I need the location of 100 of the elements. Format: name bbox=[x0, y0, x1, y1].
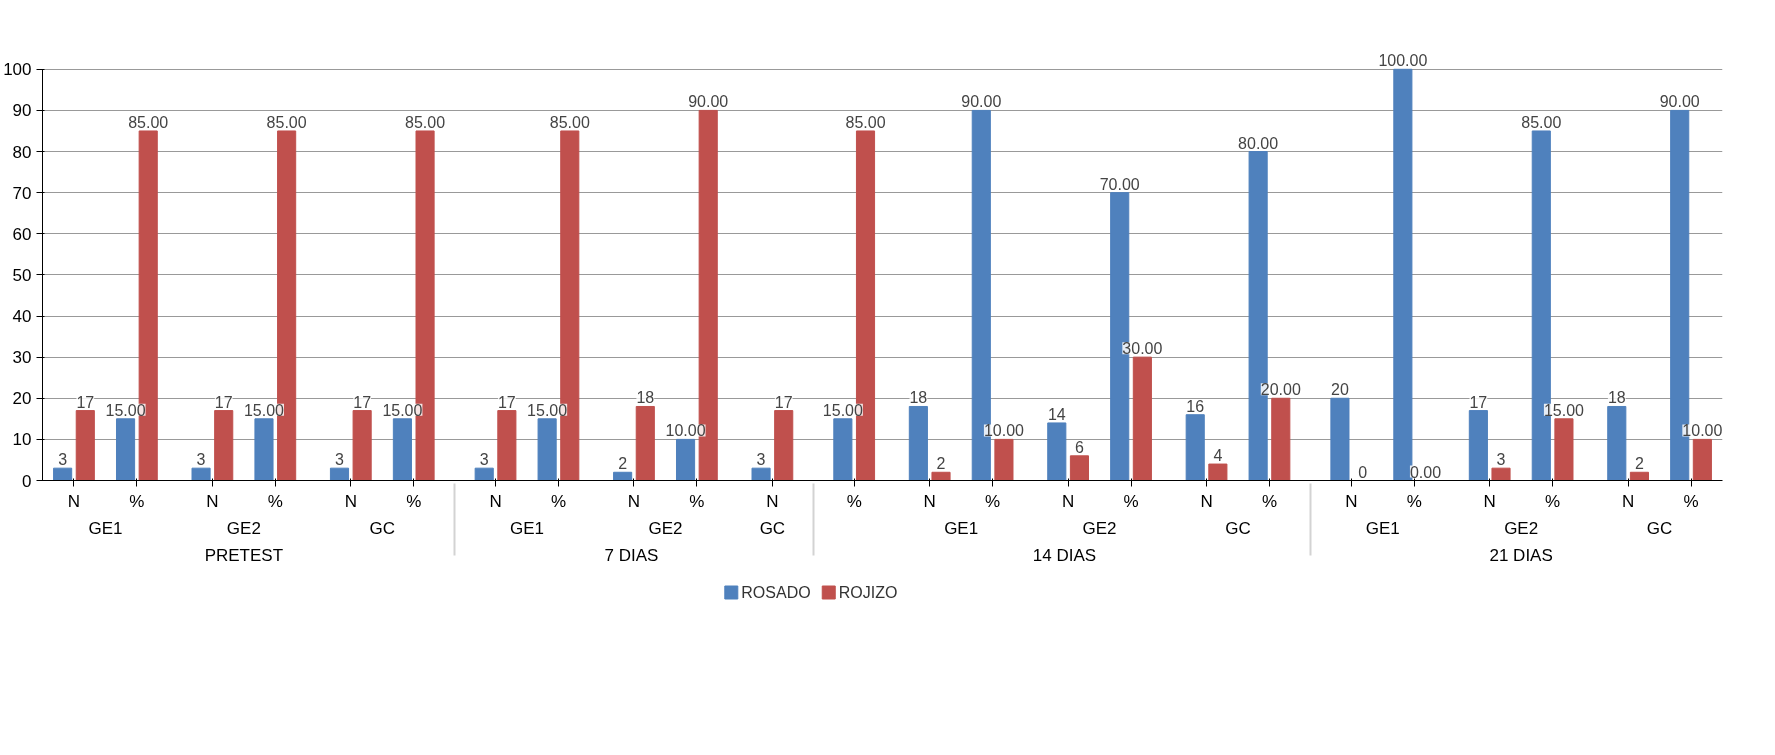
y-tick-label: 60 bbox=[12, 224, 32, 244]
data-label: 70.00 bbox=[1099, 175, 1140, 193]
category-label: GE1 bbox=[944, 518, 979, 538]
y-tick-label: 0 bbox=[22, 471, 32, 491]
category-label: N bbox=[1061, 491, 1075, 511]
category-label: % bbox=[1545, 491, 1561, 511]
data-label: 2 bbox=[618, 455, 628, 473]
y-tick-label: 70 bbox=[12, 183, 32, 203]
category-label: % bbox=[846, 491, 862, 511]
category-label: N bbox=[1483, 491, 1496, 511]
category-label: GE2 bbox=[226, 518, 261, 538]
data-label: 90.00 bbox=[961, 93, 1002, 111]
data-label: 85.00 bbox=[1521, 113, 1562, 131]
data-label: 20 bbox=[1331, 381, 1349, 399]
category-label: % bbox=[1406, 491, 1422, 511]
category-label: % bbox=[1123, 491, 1139, 511]
data-label: 18 bbox=[636, 389, 655, 407]
category-label: GC bbox=[369, 518, 396, 538]
category-label: GE1 bbox=[509, 518, 545, 538]
data-label: 2 bbox=[936, 455, 946, 473]
data-label: 30.00 bbox=[1122, 340, 1163, 358]
data-label: 17 bbox=[497, 393, 516, 411]
legend-label: ROJIZO bbox=[838, 584, 898, 601]
data-label: 90.00 bbox=[688, 93, 729, 111]
category-label: N bbox=[489, 491, 502, 511]
category-label: N bbox=[766, 491, 779, 511]
category-label: N bbox=[1345, 491, 1358, 511]
category-label: 7 DIAS bbox=[604, 545, 659, 565]
category-label: 21 DIAS bbox=[1489, 545, 1553, 565]
data-label: 10.00 bbox=[1682, 422, 1723, 440]
category-label: GE2 bbox=[1504, 518, 1539, 538]
category-label: N bbox=[1200, 491, 1213, 511]
data-label: 17 bbox=[774, 393, 793, 411]
category-label: GE2 bbox=[1082, 518, 1117, 538]
data-label: 17 bbox=[214, 393, 233, 411]
data-label: 10.00 bbox=[665, 422, 706, 440]
data-label: 16 bbox=[1186, 397, 1205, 415]
y-tick-label: 20 bbox=[12, 389, 32, 409]
category-label: GC bbox=[1646, 518, 1673, 538]
category-label: N bbox=[67, 491, 81, 511]
data-label: 15.00 bbox=[105, 401, 146, 419]
category-label: N bbox=[1621, 491, 1635, 511]
data-label: 3 bbox=[1496, 451, 1506, 469]
data-label: 85.00 bbox=[405, 113, 446, 131]
data-label: 18 bbox=[1607, 389, 1626, 407]
data-label: 15.00 bbox=[382, 401, 423, 419]
data-label: 3 bbox=[479, 451, 489, 469]
y-tick-label: 100 bbox=[3, 60, 32, 80]
data-label: 14 bbox=[1047, 405, 1066, 423]
data-label: 85.00 bbox=[266, 113, 307, 131]
category-label: GC bbox=[759, 518, 786, 538]
category-label: % bbox=[689, 491, 705, 511]
category-label: GE2 bbox=[648, 518, 683, 538]
category-label: N bbox=[627, 491, 641, 511]
category-label: N bbox=[923, 491, 936, 511]
category-label: % bbox=[1261, 491, 1278, 511]
data-label: 0 bbox=[1358, 463, 1368, 481]
legend-label: ROSADO bbox=[741, 584, 811, 601]
data-label: 90.00 bbox=[1659, 93, 1700, 111]
data-label: 15.00 bbox=[822, 401, 863, 419]
category-label: % bbox=[129, 491, 145, 511]
data-label: 15.00 bbox=[243, 401, 285, 419]
category-label: N bbox=[206, 491, 219, 511]
y-tick-label: 10 bbox=[12, 430, 32, 450]
data-label: 85.00 bbox=[128, 113, 169, 131]
category-label: GC bbox=[1225, 518, 1251, 538]
category-label: % bbox=[267, 491, 283, 511]
data-label: 85.00 bbox=[845, 113, 886, 131]
category-label: GE1 bbox=[1365, 518, 1400, 538]
data-label: 15.00 bbox=[1543, 401, 1585, 419]
data-label: 20.00 bbox=[1260, 381, 1301, 399]
data-label: 3 bbox=[756, 451, 766, 469]
data-label: 85.00 bbox=[549, 113, 590, 131]
category-label: % bbox=[550, 491, 567, 511]
y-tick-label: 40 bbox=[12, 307, 32, 327]
y-tick-label: 80 bbox=[12, 142, 32, 162]
data-label: 3 bbox=[196, 451, 206, 469]
category-label: % bbox=[985, 491, 1001, 511]
data-label: 0.00 bbox=[1409, 463, 1442, 481]
data-label: 10.00 bbox=[983, 422, 1025, 440]
y-tick-label: 30 bbox=[12, 348, 32, 368]
category-label: 14 DIAS bbox=[1032, 545, 1097, 565]
category-label: N bbox=[344, 491, 357, 511]
y-tick-label: 90 bbox=[12, 101, 32, 121]
data-label: 18 bbox=[909, 389, 928, 407]
data-label: 100.00 bbox=[1378, 52, 1428, 70]
data-label: 17 bbox=[353, 393, 372, 411]
category-label: PRETEST bbox=[204, 545, 284, 565]
data-label: 15.00 bbox=[527, 401, 568, 419]
data-label: 6 bbox=[1074, 438, 1084, 456]
data-label: 17 bbox=[76, 393, 95, 411]
data-label: 3 bbox=[58, 451, 68, 469]
category-label: % bbox=[1683, 491, 1699, 511]
data-label: 17 bbox=[1469, 393, 1488, 411]
data-label: 3 bbox=[335, 451, 345, 469]
data-label: 2 bbox=[1634, 455, 1644, 473]
data-label: 80.00 bbox=[1238, 134, 1279, 152]
category-label: % bbox=[406, 491, 422, 511]
category-label: GE1 bbox=[88, 518, 123, 538]
y-tick-label: 50 bbox=[12, 265, 32, 285]
